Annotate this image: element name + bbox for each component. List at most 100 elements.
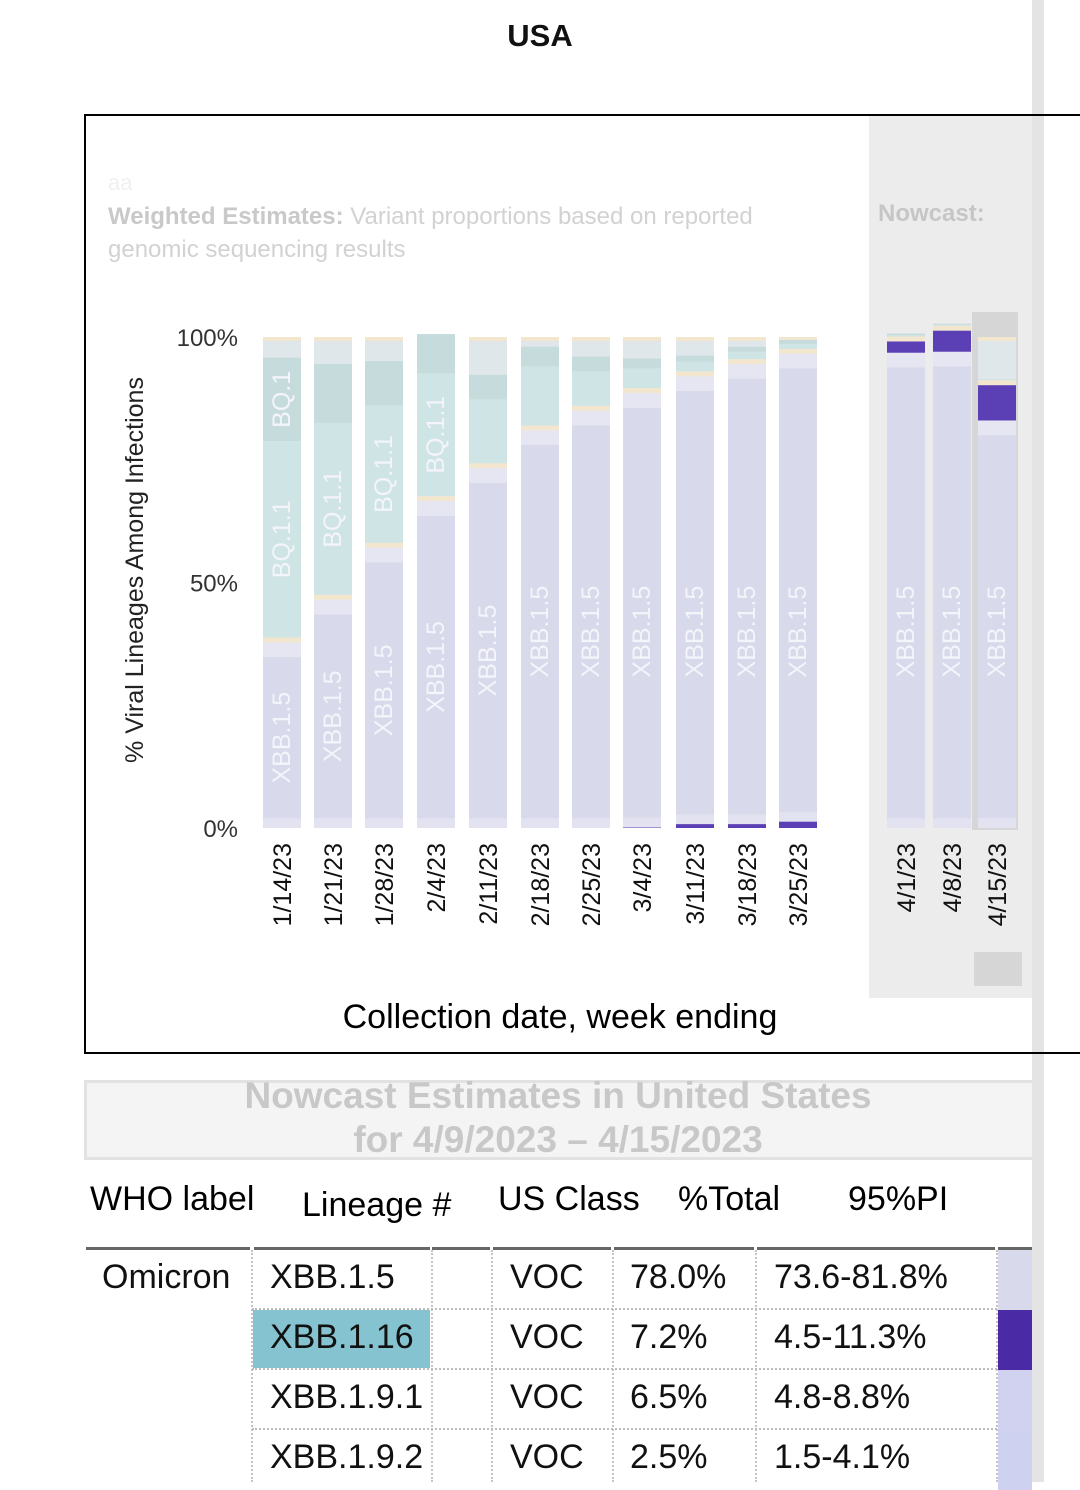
x-tick-label: 3/11/23 (682, 843, 710, 925)
header-lineage[interactable]: Lineage # (302, 1186, 451, 1225)
bar-label: BQ.1.1 (370, 435, 398, 513)
bar-bq-1-1 (572, 371, 610, 405)
bar-xbb-other (417, 501, 455, 516)
bar-label: XBB.1.5 (784, 586, 812, 678)
bar-bq-1 (572, 357, 610, 372)
bar-bq-1 (521, 347, 559, 367)
bar-bq-1-1 (728, 352, 766, 359)
header-rule (254, 1247, 430, 1250)
bar-minor (728, 337, 766, 341)
color-swatch (998, 1370, 1032, 1430)
bar-label: BQ.1 (268, 371, 296, 428)
bar-xbb-other-base (978, 818, 1016, 828)
header-us-class[interactable]: US Class (498, 1180, 640, 1219)
bar-minor (365, 337, 403, 341)
bar-minor (887, 337, 925, 342)
row-divider (252, 1428, 1032, 1430)
bar-bq-1-1 (779, 344, 817, 349)
bar-bq-1 (365, 361, 403, 405)
column-divider (612, 1250, 614, 1482)
bar-xbb-other-base (728, 814, 766, 824)
bar-label: XBB.1.5 (938, 586, 966, 678)
bar-xbb-other (779, 354, 817, 369)
bar-label: XBB.1.5 (422, 621, 450, 713)
y-axis-label: % Viral Lineages Among Infections (121, 377, 149, 763)
bar-minor (623, 388, 661, 393)
bar-bq-1 (623, 359, 661, 369)
y-tick-label: 50% (190, 571, 238, 598)
bar-minor (572, 337, 610, 341)
row-divider (252, 1368, 1032, 1370)
bar-minor (728, 359, 766, 364)
bar-xbb-1-16 (728, 824, 766, 828)
nowcast-table-title: Nowcast Estimates in United States for 4… (84, 1074, 1032, 1162)
bar-label: XBB.1.5 (733, 586, 761, 678)
header-total[interactable]: %Total (678, 1180, 780, 1219)
bar-minor (779, 349, 817, 354)
total-cell: 7.2% (630, 1318, 708, 1357)
bar-xbb-other-base (676, 814, 714, 824)
header-who-label[interactable]: WHO label (90, 1180, 254, 1219)
stacked-bar-chart: % Viral Lineages Among Infections0%50%10… (0, 0, 1080, 1060)
bar-bq-1-1 (887, 335, 925, 336)
bar-label: XBB.1.5 (526, 586, 554, 678)
bar-minor (572, 406, 610, 411)
bar-label: BQ.1.1 (422, 396, 450, 474)
bar-minor (521, 425, 559, 430)
bar-xbb-other-base (314, 818, 352, 828)
column-divider (491, 1250, 493, 1482)
bar-bq-1-1 (933, 325, 971, 326)
bar-xbb-other (978, 420, 1016, 435)
bar-xbb-other (469, 468, 507, 483)
bar-minor (521, 337, 559, 341)
x-tick-label: 3/18/23 (734, 843, 762, 926)
us-class-cell: VOC (510, 1438, 584, 1477)
bar-xbb-other-base (469, 818, 507, 828)
bar-label: XBB.1.5 (681, 586, 709, 678)
weighted-estimates-heading: Weighted Estimates: Variant proportions … (108, 200, 808, 266)
bar-bq-1-1 (469, 399, 507, 463)
bar-label: XBB.1.5 (577, 586, 605, 678)
bar-minor (978, 380, 1016, 385)
column-divider (431, 1250, 433, 1482)
current-week-marker (974, 952, 1022, 986)
x-tick-label: 3/25/23 (785, 843, 813, 926)
bar-xbb-1-16 (779, 822, 817, 828)
bar-minor (676, 371, 714, 376)
nowcast-heading: Nowcast: (878, 200, 985, 228)
bar-xbb-1-16 (978, 385, 1016, 420)
lineage-cell: XBB.1.16 (270, 1318, 414, 1357)
bar-label: XBB.1.5 (474, 605, 502, 697)
bar-minor (417, 496, 455, 501)
lineage-cell: XBB.1.5 (270, 1258, 395, 1297)
total-cell: 78.0% (630, 1258, 726, 1297)
total-cell: 2.5% (630, 1438, 708, 1477)
header-rule (432, 1247, 490, 1250)
header-rule (86, 1247, 250, 1250)
bar-label: XBB.1.5 (628, 586, 656, 678)
color-swatch (998, 1250, 1032, 1310)
bar-xbb-other-base (263, 818, 301, 828)
bar-xbb-other (933, 352, 971, 367)
header-rule (493, 1247, 611, 1250)
x-tick-label: 1/14/23 (269, 843, 297, 926)
color-swatch (998, 1430, 1032, 1490)
us-class-cell: VOC (510, 1378, 584, 1417)
lineage-cell: XBB.1.9.2 (270, 1438, 423, 1477)
x-tick-label: 3/4/23 (629, 843, 657, 913)
bar-xbb-other-base (933, 818, 971, 828)
bar-bq-1 (779, 340, 817, 344)
bar-xbb-other (623, 393, 661, 408)
header-rule (614, 1247, 754, 1250)
bar-label: XBB.1.5 (892, 586, 920, 678)
x-tick-label: 4/1/23 (893, 843, 921, 913)
x-tick-label: 1/21/23 (320, 843, 348, 926)
bar-minor (676, 337, 714, 341)
bar-minor (469, 463, 507, 468)
header-pi[interactable]: 95%PI (848, 1180, 948, 1219)
bar-bq-1 (933, 324, 971, 325)
bar-xbb-1-16 (676, 824, 714, 828)
bar-minor (263, 637, 301, 642)
bar-bq-1 (469, 375, 507, 400)
who-label-cell: Omicron (102, 1258, 230, 1297)
